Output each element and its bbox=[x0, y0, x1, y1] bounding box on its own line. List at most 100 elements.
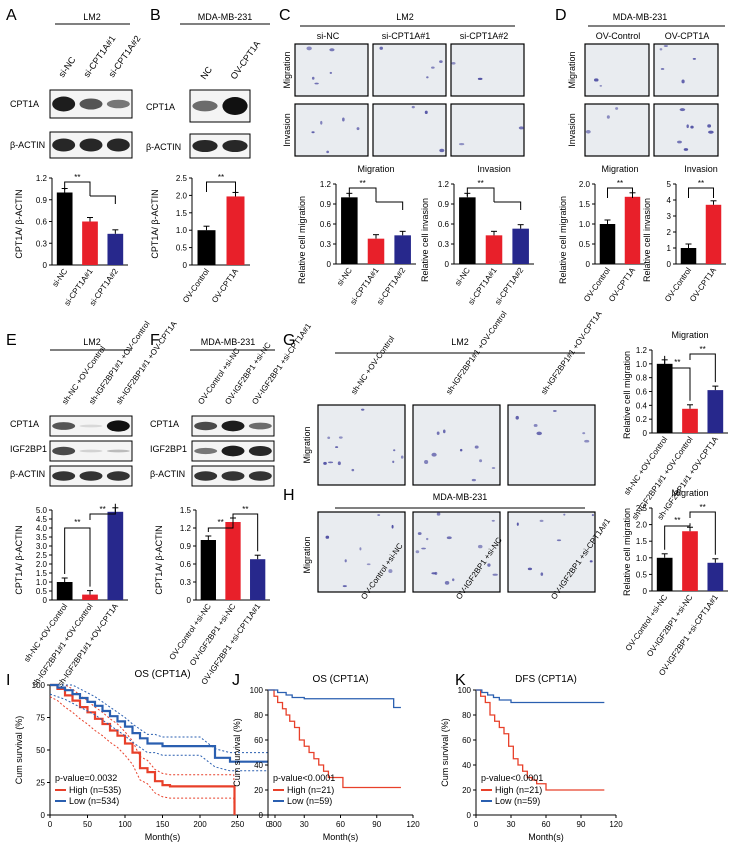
y-tick-label: 0 bbox=[41, 811, 46, 820]
y-tick-label: 3.0 bbox=[36, 542, 48, 551]
x-tick-label: si-NC bbox=[453, 266, 472, 288]
row-label: Migration bbox=[302, 426, 312, 463]
y-axis-title: Relative cell migration bbox=[622, 351, 632, 439]
column-label: OV-Control bbox=[596, 31, 641, 41]
y-tick-label: 0 bbox=[586, 260, 591, 269]
microscopy-field bbox=[294, 103, 369, 157]
stained-cell bbox=[326, 150, 329, 154]
y-tick-label: 0.9 bbox=[180, 542, 192, 551]
significance-stars: ** bbox=[700, 503, 706, 512]
bar bbox=[341, 197, 358, 264]
chart-title: OS (CPT1A) bbox=[134, 669, 190, 680]
y-tick-label: 0 bbox=[43, 261, 48, 270]
stained-cell bbox=[329, 71, 333, 75]
y-tick-label: 20 bbox=[462, 786, 471, 795]
group-label: MDA-MB-231 bbox=[433, 492, 488, 502]
x-tick-label: 250 bbox=[231, 820, 245, 829]
y-tick-label: 0 bbox=[259, 811, 264, 820]
stained-cell bbox=[536, 431, 542, 436]
bar bbox=[226, 196, 245, 265]
blot-band bbox=[194, 421, 218, 431]
p-value: p-value<0.0001 bbox=[273, 773, 335, 783]
microscopy-field bbox=[412, 404, 501, 486]
western-blot bbox=[49, 440, 133, 462]
x-tick-label: OV-Control bbox=[181, 267, 211, 305]
y-tick-label: 4.0 bbox=[36, 524, 48, 533]
stained-cell bbox=[471, 478, 476, 482]
stained-cell bbox=[615, 107, 619, 110]
stained-cell bbox=[424, 110, 428, 115]
y-tick-label: 80 bbox=[254, 711, 263, 720]
stained-cell bbox=[344, 559, 347, 563]
y-tick-label: 1.2 bbox=[636, 346, 648, 355]
panel-letter: A bbox=[6, 7, 17, 24]
bar bbox=[197, 230, 216, 265]
significance-bracket bbox=[90, 195, 116, 204]
y-tick-label: 1.5 bbox=[636, 537, 648, 546]
stained-cell bbox=[329, 48, 335, 52]
y-tick-label: 5.0 bbox=[36, 506, 48, 515]
stained-cell bbox=[417, 532, 422, 535]
stained-cell bbox=[320, 120, 323, 125]
row-label: Migration bbox=[302, 536, 312, 573]
stained-cell bbox=[533, 423, 538, 427]
panel-letter: E bbox=[6, 332, 17, 349]
y-tick-label: 0.5 bbox=[36, 587, 48, 596]
y-tick-label: 1.0 bbox=[636, 554, 648, 563]
x-tick-label: 0 bbox=[474, 820, 479, 829]
stained-cell bbox=[491, 519, 495, 522]
significance-bracket bbox=[689, 353, 716, 383]
group-label: MDA-MB-231 bbox=[198, 12, 253, 22]
blot-band bbox=[52, 446, 76, 456]
panel-letter: J bbox=[232, 672, 240, 689]
bar bbox=[680, 248, 697, 264]
significance-stars: ** bbox=[218, 173, 224, 182]
microscopy-field bbox=[372, 103, 447, 157]
y-tick-label: 0.3 bbox=[36, 239, 48, 248]
significance-stars: ** bbox=[242, 505, 248, 514]
stained-cell bbox=[431, 452, 437, 457]
significance-bracket bbox=[64, 181, 91, 196]
row-label: Invasion bbox=[567, 113, 577, 147]
microscopy-field bbox=[450, 43, 525, 97]
blot-label: CPT1A bbox=[10, 419, 39, 429]
stained-cell bbox=[516, 522, 519, 526]
stained-cell bbox=[477, 544, 483, 549]
y-tick-label: 3 bbox=[667, 212, 672, 221]
row-label: Invasion bbox=[282, 113, 292, 147]
blot-band bbox=[248, 422, 272, 430]
y-axis-title: Relative cell invasion bbox=[642, 198, 652, 282]
panel-letter: I bbox=[6, 672, 10, 689]
bar bbox=[394, 235, 411, 264]
legend-label: High (n=21) bbox=[287, 785, 334, 795]
microscopy-field bbox=[653, 103, 719, 157]
stained-cell bbox=[356, 127, 360, 131]
row-label: Migration bbox=[282, 51, 292, 88]
y-tick-label: 1.2 bbox=[180, 524, 192, 533]
chart-title: Migration bbox=[671, 330, 708, 340]
blot-band bbox=[192, 100, 218, 112]
group-label: LM2 bbox=[396, 12, 414, 22]
stained-cell bbox=[563, 513, 566, 516]
significance-bracket bbox=[688, 187, 714, 198]
y-tick-label: 0.5 bbox=[579, 240, 591, 249]
y-tick-label: 40 bbox=[254, 761, 263, 770]
stained-cell bbox=[311, 131, 315, 134]
stained-cell bbox=[391, 524, 394, 529]
stained-cell bbox=[446, 536, 452, 540]
stained-cell bbox=[436, 431, 440, 435]
y-tick-label: 1.5 bbox=[36, 569, 48, 578]
y-tick-label: 1.5 bbox=[180, 506, 192, 515]
legend-label: High (n=21) bbox=[495, 785, 542, 795]
panel-letter: H bbox=[283, 487, 295, 504]
blot-band bbox=[221, 471, 245, 481]
group-label: MDA-MB-231 bbox=[201, 337, 256, 347]
x-axis-title: Month(s) bbox=[528, 832, 564, 842]
blot-band bbox=[248, 445, 272, 457]
stained-cell bbox=[584, 439, 590, 443]
x-tick-label: sh-NC +OV-Control bbox=[622, 435, 669, 497]
y-tick-label: 1.2 bbox=[36, 174, 48, 183]
stained-cell bbox=[415, 550, 420, 554]
y-tick-label: 75 bbox=[36, 714, 45, 723]
y-tick-label: 5 bbox=[667, 180, 672, 189]
